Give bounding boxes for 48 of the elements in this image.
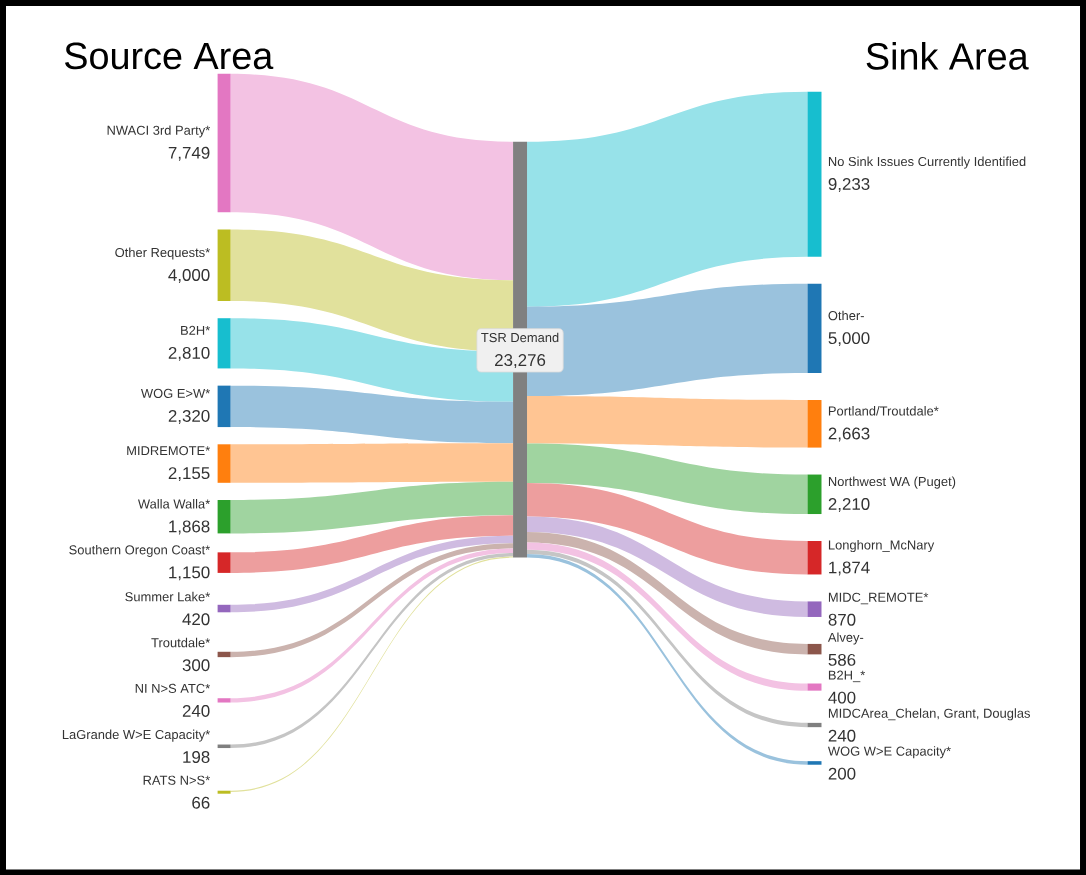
category-label: MIDCArea_Chelan, Grant, Douglas — [828, 708, 1030, 721]
data-label: 66 — [192, 796, 210, 809]
data-label: 23,276 — [495, 353, 546, 368]
data-label: 198 — [183, 750, 210, 763]
category-label: Walla Walla* — [137, 498, 211, 509]
data-label: 5,000 — [828, 331, 870, 346]
category-label: Portland/Troutdale* — [828, 405, 939, 416]
data-label: 400 — [828, 691, 856, 704]
data-label: 420 — [182, 613, 210, 626]
category-label: WOG W>E Capacity* — [827, 746, 951, 759]
data-label: 240 — [828, 729, 856, 742]
category-label: WOG E>W* — [140, 388, 211, 398]
data-label: 2,663 — [828, 427, 870, 442]
category-label: Troutdale* — [151, 637, 211, 648]
category-label: RATS N>S* — [143, 775, 211, 785]
data-label: 586 — [828, 653, 856, 666]
data-label: 2,155 — [168, 466, 210, 481]
data-label: 1,868 — [169, 520, 210, 535]
category-label: NI N>S ATC* — [135, 683, 211, 693]
data-label: 7,749 — [168, 146, 210, 161]
text: Sink Area — [866, 41, 1029, 70]
data-label: 870 — [828, 613, 856, 626]
data-label: 1,150 — [169, 566, 210, 581]
category-label: TSR Demand — [481, 332, 559, 342]
category-label: NWACI 3rd Party* — [107, 125, 211, 138]
data-label: 2,320 — [168, 409, 210, 424]
category-label: B2H_* — [828, 670, 866, 682]
category-label: B2H* — [181, 325, 211, 335]
category-label: LaGrande W>E Capacity* — [62, 729, 210, 742]
data-label: 1,874 — [829, 561, 870, 576]
text: Source Area — [65, 42, 274, 70]
category-label: No Sink Issues Currently Identified — [828, 156, 1026, 169]
data-label: 300 — [182, 659, 210, 671]
category-label: Northwest WA (Puget) — [828, 476, 956, 489]
data-label: 240 — [182, 704, 210, 717]
category-label: Longhorn_McNary — [828, 539, 935, 552]
category-label: MIDREMOTE* — [127, 445, 211, 455]
category-label: Southern Oregon Coast* — [69, 544, 210, 557]
data-label: 2,810 — [168, 346, 210, 361]
data-label: 9,233 — [828, 177, 870, 192]
data-label: 200 — [828, 767, 856, 780]
category-label: Alvey- — [827, 632, 864, 645]
category-label: Summer Lake* — [125, 591, 210, 602]
category-label: MIDC_REMOTE* — [828, 592, 929, 605]
category-label: Other Requests* — [115, 247, 211, 260]
category-label: Other- — [828, 310, 864, 321]
data-label: 4,000 — [168, 268, 210, 283]
data-label: 2,210 — [828, 497, 870, 512]
